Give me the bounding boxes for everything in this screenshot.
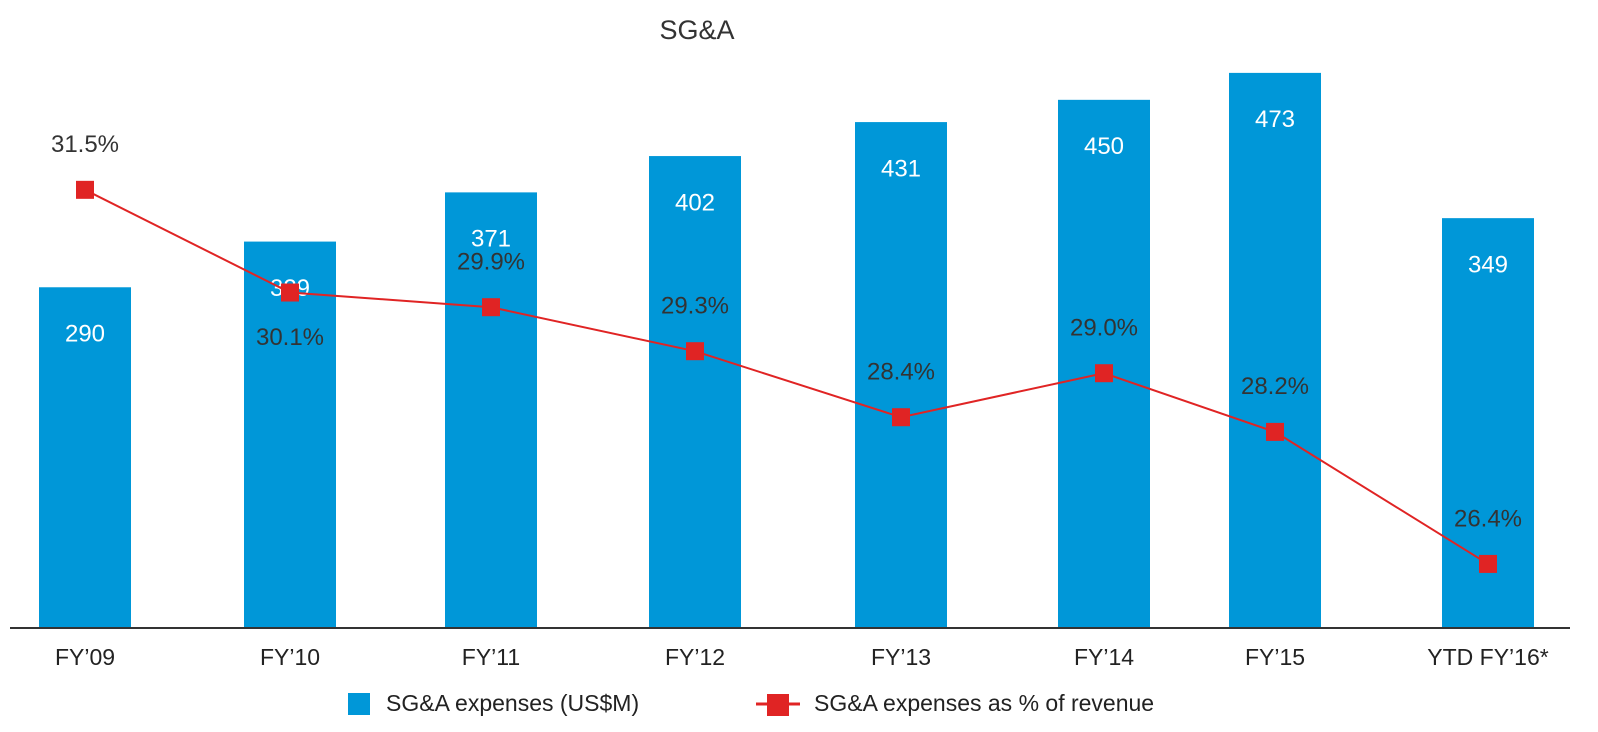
line bbox=[84, 188, 1489, 565]
x-tick-label: YTD FY’16* bbox=[1427, 644, 1548, 670]
legend-label: SG&A expenses as % of revenue bbox=[814, 690, 1154, 716]
legend-marker bbox=[767, 694, 789, 716]
bar-value-label: 450 bbox=[1084, 133, 1124, 160]
x-tick-label: FY’11 bbox=[462, 644, 520, 670]
bar-value-label: 371 bbox=[471, 226, 511, 253]
line-marker bbox=[1266, 422, 1284, 441]
line-value-label: 30.1% bbox=[256, 324, 324, 351]
bar-value-label: 402 bbox=[675, 189, 715, 216]
bar bbox=[855, 122, 947, 628]
x-tick-label: FY’09 bbox=[55, 644, 115, 670]
line-value-label: 31.5% bbox=[51, 131, 119, 158]
bar bbox=[445, 192, 537, 627]
line-value-label: 28.4% bbox=[867, 359, 935, 386]
bar bbox=[39, 287, 131, 627]
bar bbox=[1229, 72, 1321, 628]
bar bbox=[1058, 99, 1150, 628]
line-marker bbox=[281, 283, 299, 302]
bar bbox=[649, 156, 741, 627]
x-tick-label: FY’14 bbox=[1074, 644, 1134, 670]
line-marker bbox=[76, 180, 94, 199]
legend-label: SG&A expenses (US$M) bbox=[386, 690, 639, 716]
line-value-label: 29.9% bbox=[457, 249, 525, 276]
x-tick-label: FY’15 bbox=[1245, 644, 1305, 670]
x-tick-label: FY’12 bbox=[665, 644, 725, 670]
bar-value-label: 431 bbox=[881, 155, 921, 182]
chart-title: SG&A bbox=[659, 15, 734, 45]
bar-value-label: 473 bbox=[1255, 106, 1295, 133]
line-value-label: 29.3% bbox=[661, 293, 729, 320]
line-value-label: 29.0% bbox=[1070, 315, 1138, 342]
line-marker bbox=[482, 298, 500, 317]
x-tick-label: FY’13 bbox=[871, 644, 931, 670]
x-tick-label: FY’10 bbox=[260, 644, 320, 670]
line-value-label: 26.4% bbox=[1454, 505, 1522, 532]
legend-swatch bbox=[348, 693, 370, 715]
bar-value-label: 349 bbox=[1468, 251, 1508, 278]
line-marker bbox=[892, 408, 910, 427]
line-marker bbox=[1095, 364, 1113, 383]
bar-value-label: 290 bbox=[65, 321, 105, 348]
line-marker bbox=[686, 342, 704, 361]
bar bbox=[244, 241, 336, 628]
line-value-label: 28.2% bbox=[1241, 373, 1309, 400]
line-marker bbox=[1479, 554, 1497, 573]
